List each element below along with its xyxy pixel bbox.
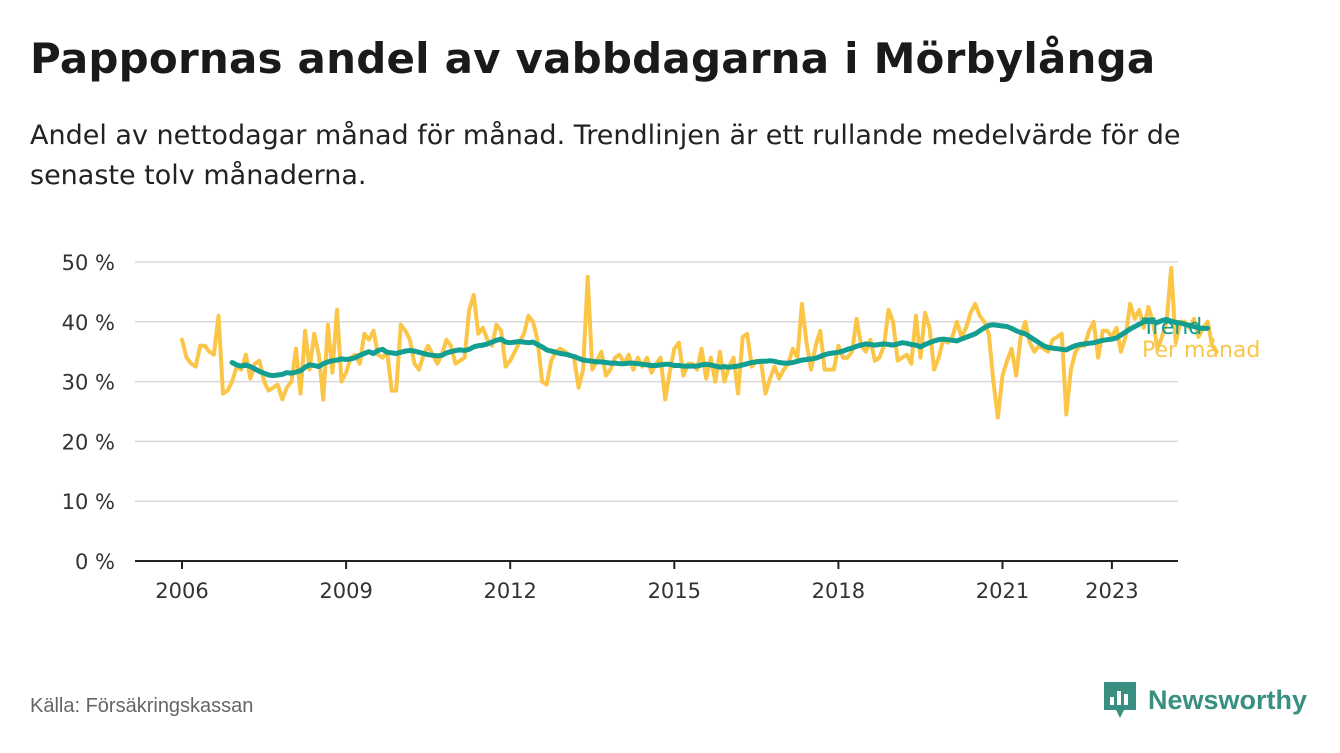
y-tick-label: 10 % (62, 490, 115, 514)
series-label-trend: Trend (1141, 315, 1202, 340)
y-tick-label: 50 % (62, 251, 115, 275)
source-note: Källa: Försäkringskassan (30, 695, 254, 717)
gridlines: 0 % 10 % 20 % 30 % 40 % 50 % (62, 251, 1178, 574)
series-line-trend (229, 316, 1211, 379)
x-tick-label: 2023 (1085, 579, 1138, 603)
y-tick-label: 0 % (75, 550, 115, 574)
x-tick-label: 2021 (976, 579, 1029, 603)
x-tick-label: 2006 (155, 579, 208, 603)
x-tick-label: 2012 (483, 579, 536, 603)
brand-logo[interactable]: Newsworthy (1102, 680, 1307, 720)
series-line-per-manad (180, 266, 1219, 420)
y-tick-label: 40 % (62, 311, 115, 335)
series-lines (180, 266, 1219, 420)
x-tick-label: 2009 (319, 579, 372, 603)
x-tick-label: 2018 (812, 579, 865, 603)
chart-title: Pappornas andel av vabbdagarna i Mörbylå… (30, 34, 1156, 83)
brand-name: Newsworthy (1148, 684, 1308, 715)
series-label-per-manad: Per månad (1142, 337, 1260, 363)
y-tick-label: 30 % (62, 371, 115, 395)
x-tick-label: 2015 (648, 579, 701, 603)
y-tick-label: 20 % (62, 430, 115, 454)
chart-subtitle: Andel av nettodagar månad för månad. Tre… (30, 120, 1181, 191)
newsworthy-logo-icon (1104, 682, 1136, 718)
x-axis: 2006 2009 2012 2015 2018 2021 2023 (135, 560, 1178, 603)
